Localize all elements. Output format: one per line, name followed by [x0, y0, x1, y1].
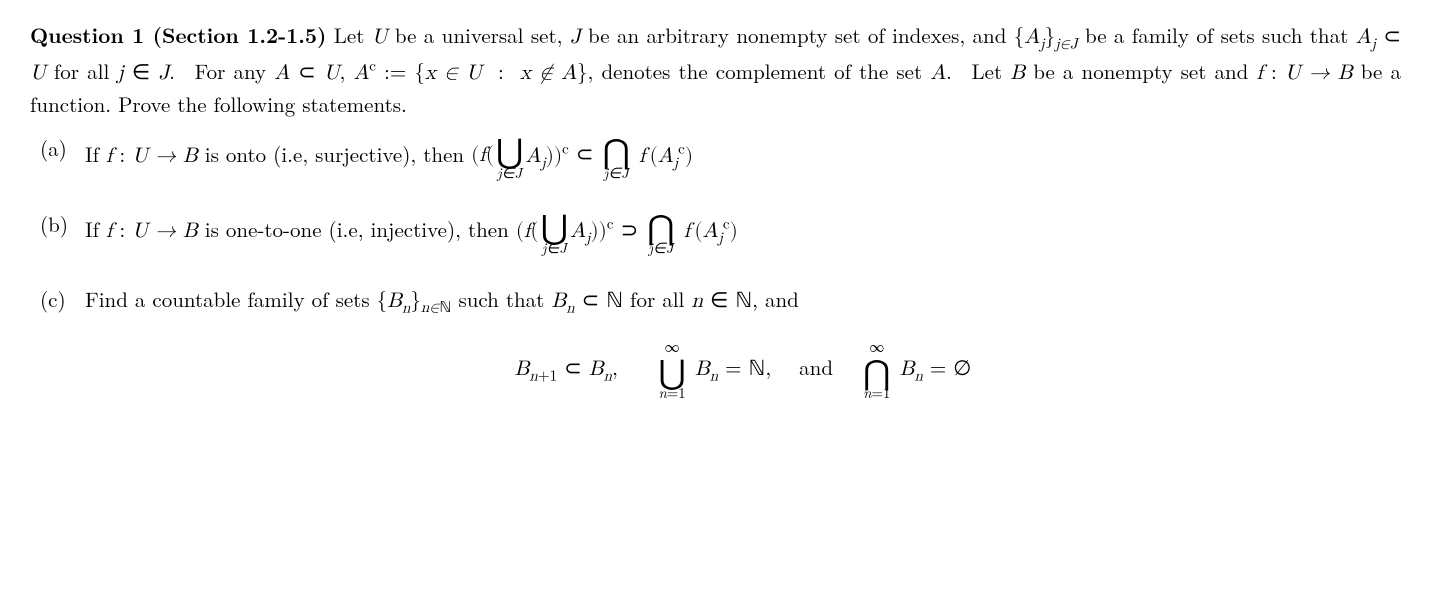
item-body: If f : U → B is one-to-one (i.e, injecti… [85, 214, 738, 244]
item-marker: (a) [40, 133, 67, 163]
item-body: Find a countable family of sets {Bn}n∈ℕ … [85, 284, 799, 314]
item-body: If f : U → B is onto (i.e, surjective), … [85, 139, 693, 169]
item-c: (c) Find a countable family of sets {Bn}… [30, 284, 1401, 401]
question-intro: Question 1 (Section 1.2-1.5) Let U be a … [30, 20, 1401, 119]
sub-items: (a) If f : U → B is onto (i.e, surjectiv… [30, 133, 1401, 401]
item-c-display: Bn+1 ⊂ Bn, ∞⋃n=1 Bn = ℕ, and ∞⋂n=1 Bn = … [85, 340, 1401, 401]
item-marker: (c) [40, 284, 66, 314]
item-marker: (b) [40, 209, 68, 239]
item-a: (a) If f : U → B is onto (i.e, surjectiv… [30, 133, 1401, 180]
question-label: Question 1 (Section 1.2-1.5) [30, 20, 326, 50]
item-b: (b) If f : U → B is one-to-one (i.e, inj… [30, 209, 1401, 256]
